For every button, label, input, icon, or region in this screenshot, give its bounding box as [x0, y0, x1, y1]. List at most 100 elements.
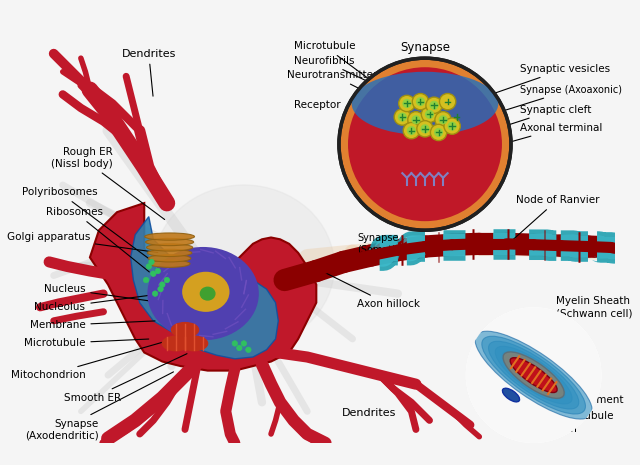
Ellipse shape — [147, 244, 193, 251]
Polygon shape — [131, 217, 278, 359]
Circle shape — [426, 97, 442, 113]
Circle shape — [452, 113, 461, 121]
Circle shape — [434, 128, 443, 137]
Circle shape — [443, 97, 452, 106]
Text: Dendrites: Dendrites — [342, 408, 396, 418]
Circle shape — [412, 115, 420, 124]
Ellipse shape — [351, 72, 499, 135]
Circle shape — [232, 341, 237, 346]
Circle shape — [152, 291, 158, 296]
Circle shape — [164, 277, 170, 283]
Text: Microtubule: Microtubule — [545, 386, 613, 421]
Ellipse shape — [183, 273, 228, 311]
Circle shape — [444, 118, 460, 134]
Text: Neurofibrils: Neurofibrils — [294, 56, 377, 86]
Circle shape — [407, 126, 416, 135]
Text: Nucleus: Nucleus — [44, 284, 159, 302]
Text: Node of Ranvier: Node of Ranvier — [510, 195, 599, 242]
Text: Golgi apparatus: Golgi apparatus — [6, 232, 158, 252]
Circle shape — [403, 122, 420, 139]
Circle shape — [394, 109, 410, 125]
Ellipse shape — [475, 331, 592, 419]
Text: Mitochondrion: Mitochondrion — [11, 338, 178, 380]
Ellipse shape — [145, 233, 195, 240]
Text: Polyribosomes: Polyribosomes — [22, 187, 151, 260]
Ellipse shape — [146, 239, 193, 246]
Circle shape — [431, 124, 447, 140]
Circle shape — [416, 97, 425, 106]
Ellipse shape — [149, 260, 190, 267]
Circle shape — [420, 124, 429, 133]
Circle shape — [241, 341, 246, 346]
Text: Synapse (Axoaxonic): Synapse (Axoaxonic) — [477, 85, 622, 119]
Circle shape — [146, 264, 152, 269]
Ellipse shape — [488, 341, 579, 409]
Circle shape — [447, 121, 457, 131]
Circle shape — [159, 282, 165, 287]
Circle shape — [403, 99, 412, 108]
Circle shape — [429, 101, 438, 110]
Ellipse shape — [147, 249, 192, 257]
Text: Ribosomes: Ribosomes — [47, 207, 149, 272]
Text: Smooth ER: Smooth ER — [65, 354, 187, 403]
Circle shape — [246, 347, 251, 352]
Polygon shape — [90, 203, 316, 371]
Circle shape — [420, 169, 424, 173]
Text: Synaptic cleft: Synaptic cleft — [471, 105, 591, 137]
Ellipse shape — [148, 248, 257, 339]
Circle shape — [155, 268, 161, 274]
Circle shape — [421, 106, 438, 122]
Circle shape — [348, 67, 502, 221]
Text: Synapse: Synapse — [400, 41, 450, 54]
Ellipse shape — [510, 358, 557, 392]
Text: Neurotransmitter: Neurotransmitter — [287, 70, 387, 102]
Ellipse shape — [148, 255, 191, 262]
Text: Nucleus
(Schwann cell): Nucleus (Schwann cell) — [470, 355, 547, 377]
Text: Microtubule: Microtubule — [294, 41, 373, 82]
Ellipse shape — [502, 351, 565, 399]
Ellipse shape — [172, 323, 198, 337]
Ellipse shape — [503, 352, 564, 399]
Circle shape — [148, 259, 154, 265]
Circle shape — [237, 345, 242, 351]
Text: Axon: Axon — [544, 394, 578, 434]
Circle shape — [466, 307, 602, 443]
Ellipse shape — [163, 336, 189, 351]
Circle shape — [398, 113, 407, 121]
Circle shape — [426, 169, 430, 173]
Circle shape — [158, 286, 163, 292]
Circle shape — [438, 115, 447, 124]
Circle shape — [417, 120, 433, 137]
Text: Axon hillock: Axon hillock — [319, 270, 420, 309]
Text: Myelin Sheath
(Schwann cell): Myelin Sheath (Schwann cell) — [556, 296, 633, 318]
Text: Axonal terminal: Axonal terminal — [456, 123, 602, 157]
Text: Microfilament: Microfilament — [541, 381, 623, 405]
Circle shape — [143, 277, 148, 283]
Ellipse shape — [509, 356, 559, 394]
Ellipse shape — [154, 185, 335, 348]
Text: Synapse
(Somatic): Synapse (Somatic) — [357, 233, 404, 255]
Text: Membrane: Membrane — [29, 320, 155, 330]
Ellipse shape — [502, 388, 520, 402]
Ellipse shape — [482, 336, 586, 414]
Ellipse shape — [495, 346, 572, 404]
Circle shape — [150, 271, 156, 276]
Circle shape — [409, 169, 413, 173]
Text: Microtubule: Microtubule — [24, 339, 148, 348]
Circle shape — [415, 169, 419, 173]
Circle shape — [339, 58, 511, 230]
Circle shape — [435, 112, 451, 128]
Text: Rough ER
(Nissl body): Rough ER (Nissl body) — [51, 147, 164, 219]
Circle shape — [425, 110, 434, 119]
Circle shape — [440, 93, 456, 110]
Circle shape — [408, 112, 424, 128]
Circle shape — [399, 95, 415, 112]
Ellipse shape — [200, 287, 215, 300]
Circle shape — [436, 169, 441, 173]
Circle shape — [463, 305, 604, 446]
Text: Receptor: Receptor — [294, 100, 395, 126]
Circle shape — [431, 169, 435, 173]
Circle shape — [412, 93, 429, 110]
Circle shape — [449, 109, 465, 125]
Text: Nucleolus: Nucleolus — [35, 290, 187, 312]
